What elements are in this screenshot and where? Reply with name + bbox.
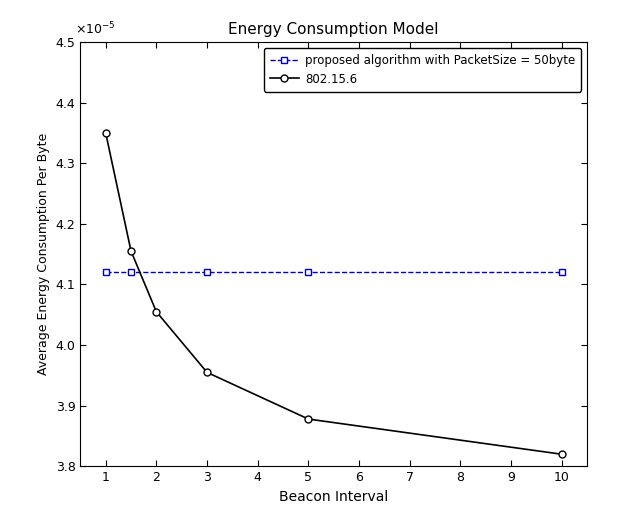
Text: $\times10^{-5}$: $\times10^{-5}$ xyxy=(75,21,116,38)
802.15.6 xyxy=(102,130,109,136)
proposed algorithm with PacketSize = 50byte xyxy=(127,269,135,276)
802.15.6 xyxy=(305,416,312,422)
802.15.6 xyxy=(558,451,565,457)
Legend: proposed algorithm with PacketSize = 50byte, 802.15.6: proposed algorithm with PacketSize = 50b… xyxy=(264,48,581,92)
802.15.6 xyxy=(153,309,160,315)
X-axis label: Beacon Interval: Beacon Interval xyxy=(279,490,388,504)
Title: Energy Consumption Model: Energy Consumption Model xyxy=(229,21,439,37)
802.15.6 xyxy=(203,369,211,376)
proposed algorithm with PacketSize = 50byte xyxy=(305,269,312,276)
proposed algorithm with PacketSize = 50byte xyxy=(203,269,211,276)
proposed algorithm with PacketSize = 50byte xyxy=(558,269,565,276)
802.15.6 xyxy=(127,248,135,254)
Line: proposed algorithm with PacketSize = 50byte: proposed algorithm with PacketSize = 50b… xyxy=(102,269,565,276)
Line: 802.15.6: 802.15.6 xyxy=(102,129,565,457)
Y-axis label: Average Energy Consumption Per Byte: Average Energy Consumption Per Byte xyxy=(37,133,50,375)
proposed algorithm with PacketSize = 50byte xyxy=(102,269,109,276)
